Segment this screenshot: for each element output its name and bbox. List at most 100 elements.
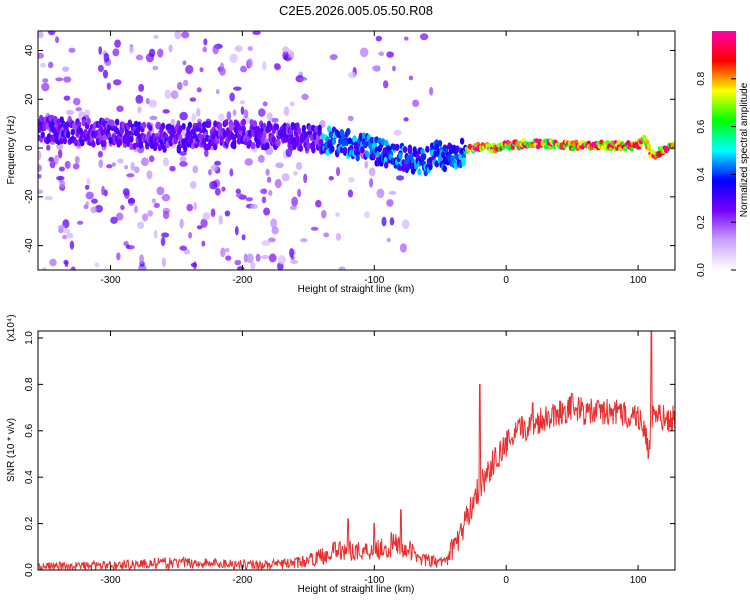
heatmap-speckle bbox=[75, 107, 82, 112]
y-tick-label: 0.6 bbox=[24, 423, 35, 437]
heatmap-speckle bbox=[271, 226, 279, 235]
heatmap-speckle bbox=[98, 159, 104, 169]
heatmap-speckle bbox=[274, 178, 282, 189]
y-tick-label: -20 bbox=[24, 189, 35, 204]
heatmap-speckle bbox=[38, 52, 45, 59]
heatmap-ridge-cell bbox=[182, 145, 188, 153]
heatmap-speckle bbox=[116, 105, 124, 112]
colorbar-tick-label: 0.2 bbox=[696, 215, 707, 229]
heatmap-ridge-cell bbox=[119, 127, 125, 135]
heatmap-speckle bbox=[94, 262, 100, 268]
heatmap-speckle bbox=[155, 121, 162, 130]
heatmap-speckle bbox=[408, 75, 414, 81]
heatmap-speckle bbox=[196, 87, 202, 93]
heatmap-ridge-cell bbox=[490, 148, 495, 154]
heatmap-speckle bbox=[120, 204, 125, 211]
heatmap-speckle bbox=[141, 213, 149, 222]
heatmap-speckle bbox=[368, 167, 376, 177]
x-tick-label: 0 bbox=[503, 575, 509, 586]
heatmap-speckle bbox=[393, 129, 402, 136]
heatmap-ridge-cell bbox=[308, 124, 313, 132]
heatmap-ridge-cell bbox=[328, 131, 333, 139]
heatmap-speckle bbox=[386, 199, 394, 207]
heatmap-speckle bbox=[186, 203, 194, 212]
heatmap-speckle bbox=[283, 106, 290, 117]
colorbar-label: Normalized spectral amplitude bbox=[739, 82, 750, 217]
heatmap-speckle bbox=[123, 241, 129, 247]
heatmap-ridge-cell bbox=[230, 123, 235, 131]
heatmap-speckle bbox=[103, 52, 110, 63]
heatmap-speckle bbox=[83, 204, 89, 210]
heatmap-speckle bbox=[134, 166, 140, 174]
heatmap-ridge-cell bbox=[369, 136, 375, 144]
heatmap-speckle bbox=[347, 189, 354, 198]
heatmap-speckle bbox=[221, 186, 226, 192]
heatmap-speckle bbox=[193, 202, 197, 211]
heatmap-ridge-cell bbox=[114, 118, 120, 126]
heatmap-speckle bbox=[69, 240, 75, 250]
heatmap-speckle bbox=[261, 196, 267, 204]
heatmap-ridge-cell bbox=[262, 131, 267, 139]
heatmap-speckle bbox=[56, 143, 64, 151]
heatmap-speckle bbox=[375, 35, 383, 42]
x-tick-label: -300 bbox=[101, 575, 121, 586]
heatmap-speckle bbox=[58, 166, 65, 172]
heatmap-speckle bbox=[170, 90, 179, 100]
heatmap-speckle bbox=[42, 78, 49, 83]
heatmap-speckle bbox=[209, 181, 214, 190]
heatmap-speckle bbox=[210, 208, 216, 218]
heatmap-speckle bbox=[62, 228, 71, 234]
heatmap-speckle bbox=[392, 65, 396, 72]
heatmap-ridge-cell bbox=[224, 119, 229, 127]
y-tick-label: 0.8 bbox=[24, 377, 35, 391]
spectrogram-frame bbox=[37, 30, 676, 271]
spectrogram-y-ticks: -40 -20 0 20 40 bbox=[24, 45, 675, 253]
heatmap-speckle bbox=[183, 248, 191, 255]
heatmap-speckle bbox=[289, 205, 297, 211]
heatmap-speckle bbox=[200, 218, 208, 228]
heatmap-ridge-cell bbox=[110, 119, 115, 127]
heatmap-speckle bbox=[220, 247, 226, 258]
spectrogram-x-ticks: -300 -200 -100 0 100 bbox=[101, 31, 647, 286]
heatmap-speckle bbox=[59, 179, 66, 189]
heatmap-speckle bbox=[55, 36, 60, 44]
heatmap-speckle bbox=[328, 176, 334, 181]
heatmap-speckle bbox=[149, 115, 158, 121]
heatmap-speckle bbox=[116, 252, 121, 261]
heatmap-speckle bbox=[268, 237, 276, 243]
heatmap-speckle bbox=[210, 164, 219, 172]
heatmap-speckle bbox=[265, 168, 270, 176]
heatmap-ridge-cell bbox=[295, 122, 300, 130]
heatmap-speckle bbox=[68, 47, 76, 53]
heatmap-speckle bbox=[235, 188, 241, 195]
heatmap-speckle bbox=[56, 175, 65, 181]
heatmap-speckle bbox=[214, 187, 221, 196]
heatmap-ridge-cell bbox=[437, 139, 443, 147]
heatmap-speckle bbox=[247, 58, 254, 68]
heatmap-ridge-cell bbox=[442, 165, 447, 173]
heatmap-speckle bbox=[106, 164, 113, 169]
heatmap-ridge-cell bbox=[645, 139, 650, 145]
spectrogram-y-label: Frequency (Hz) bbox=[6, 116, 17, 185]
heatmap-speckle bbox=[246, 253, 254, 264]
heatmap-speckle bbox=[291, 196, 299, 207]
heatmap-speckle bbox=[162, 109, 170, 114]
heatmap-speckle bbox=[48, 156, 54, 162]
heatmap-ridge-cell bbox=[315, 134, 321, 142]
heatmap-speckle bbox=[90, 206, 97, 214]
heatmap-speckle bbox=[255, 253, 261, 262]
heatmap-ridge-cell bbox=[306, 142, 311, 150]
heatmap-ridge-cell bbox=[327, 125, 332, 133]
heatmap-speckle bbox=[266, 176, 272, 183]
y-tick-label: -40 bbox=[24, 238, 35, 253]
heatmap-ridge-cell bbox=[206, 120, 212, 128]
heatmap-speckle bbox=[247, 46, 253, 51]
heatmap-ridge-cell bbox=[40, 131, 45, 139]
snr-x-ticks: -300 -200 -100 0 100 bbox=[101, 331, 647, 586]
heatmap-speckle bbox=[147, 210, 154, 217]
heatmap-speckle bbox=[94, 204, 104, 213]
heatmap-speckle bbox=[224, 247, 230, 253]
snr-line bbox=[38, 331, 675, 570]
heatmap-speckle bbox=[169, 165, 176, 172]
heatmap-speckle bbox=[300, 238, 308, 243]
